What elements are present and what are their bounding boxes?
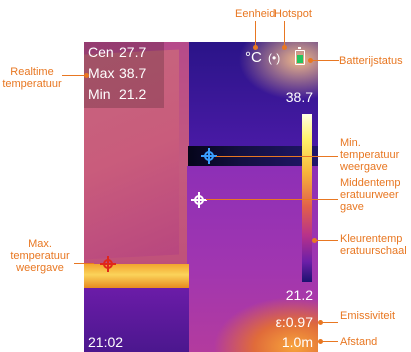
readout-max: Max 38.7 <box>88 65 146 81</box>
callout-color-scale-dot <box>312 238 317 243</box>
hot-corner <box>204 287 318 352</box>
callout-min-line <box>216 156 338 157</box>
clock-time: 21:02 <box>88 334 124 350</box>
callout-center: Middentemp eratuurweer gave <box>340 177 401 213</box>
center-crosshair-icon <box>191 192 207 208</box>
hotspot-icon: (•) <box>268 51 281 65</box>
scale-min-value: 21.2 <box>285 287 313 303</box>
readout-center: Cen 27.7 <box>88 44 146 60</box>
callout-color-scale: Kleurentemp eratuurschaal <box>340 233 407 257</box>
max-temp-crosshair-icon <box>100 256 116 272</box>
callout-emissivity-dot <box>318 320 323 325</box>
callout-battery: Batterijstatus <box>339 55 403 67</box>
readout-min: Min 21.2 <box>88 86 146 102</box>
readout-center-value: 27.7 <box>119 44 147 60</box>
callout-realtime-dot <box>84 73 89 78</box>
min-temp-crosshair-icon <box>201 148 217 164</box>
color-scale-bar <box>302 114 312 282</box>
callout-distance-dot <box>318 339 323 344</box>
callout-distance: Afstand <box>340 336 378 348</box>
callout-battery-dot <box>308 58 313 63</box>
callout-min: Min. temperatuur weergave <box>340 137 400 173</box>
readout-max-label: Max <box>88 65 115 81</box>
battery-icon <box>295 47 305 65</box>
hot-band <box>84 264 189 288</box>
realtime-readout: Cen 27.7 Max 38.7 Min 21.2 <box>84 42 164 108</box>
callout-realtime-line <box>62 75 86 76</box>
callout-realtime: Realtime temperatuur <box>2 66 62 90</box>
callout-center-line <box>206 199 338 200</box>
callout-battery-line <box>310 60 339 61</box>
readout-center-label: Cen <box>88 44 114 60</box>
callout-max: Max. temperatuur weergave <box>10 238 70 274</box>
callout-unit: Eenheid <box>235 8 276 20</box>
thermal-floor <box>84 288 189 352</box>
cold-region <box>188 146 318 168</box>
distance-value: 1.0m <box>281 334 313 350</box>
callout-unit-dot <box>253 45 258 50</box>
callout-emissivity-line <box>320 322 338 323</box>
callout-hotspot-dot <box>282 45 287 50</box>
scale-max-value: 38.7 <box>285 89 313 105</box>
emissivity-value: ε:0.97 <box>275 314 313 330</box>
callout-max-line <box>74 263 94 264</box>
callout-hotspot-line <box>284 21 285 47</box>
callout-distance-line <box>320 341 338 342</box>
readout-min-label: Min <box>88 86 111 102</box>
callout-hotspot: Hotspot <box>274 8 312 20</box>
callout-color-scale-line <box>314 240 338 241</box>
thermal-screen: Cen 27.7 Max 38.7 Min 21.2 °C (•) 38.7 21.2… <box>84 42 318 352</box>
readout-min-value: 21.2 <box>119 86 147 102</box>
callout-unit-line <box>255 21 256 47</box>
unit-indicator: °C <box>245 49 262 66</box>
readout-max-value: 38.7 <box>119 65 147 81</box>
callout-emissivity: Emissiviteit <box>340 310 396 322</box>
